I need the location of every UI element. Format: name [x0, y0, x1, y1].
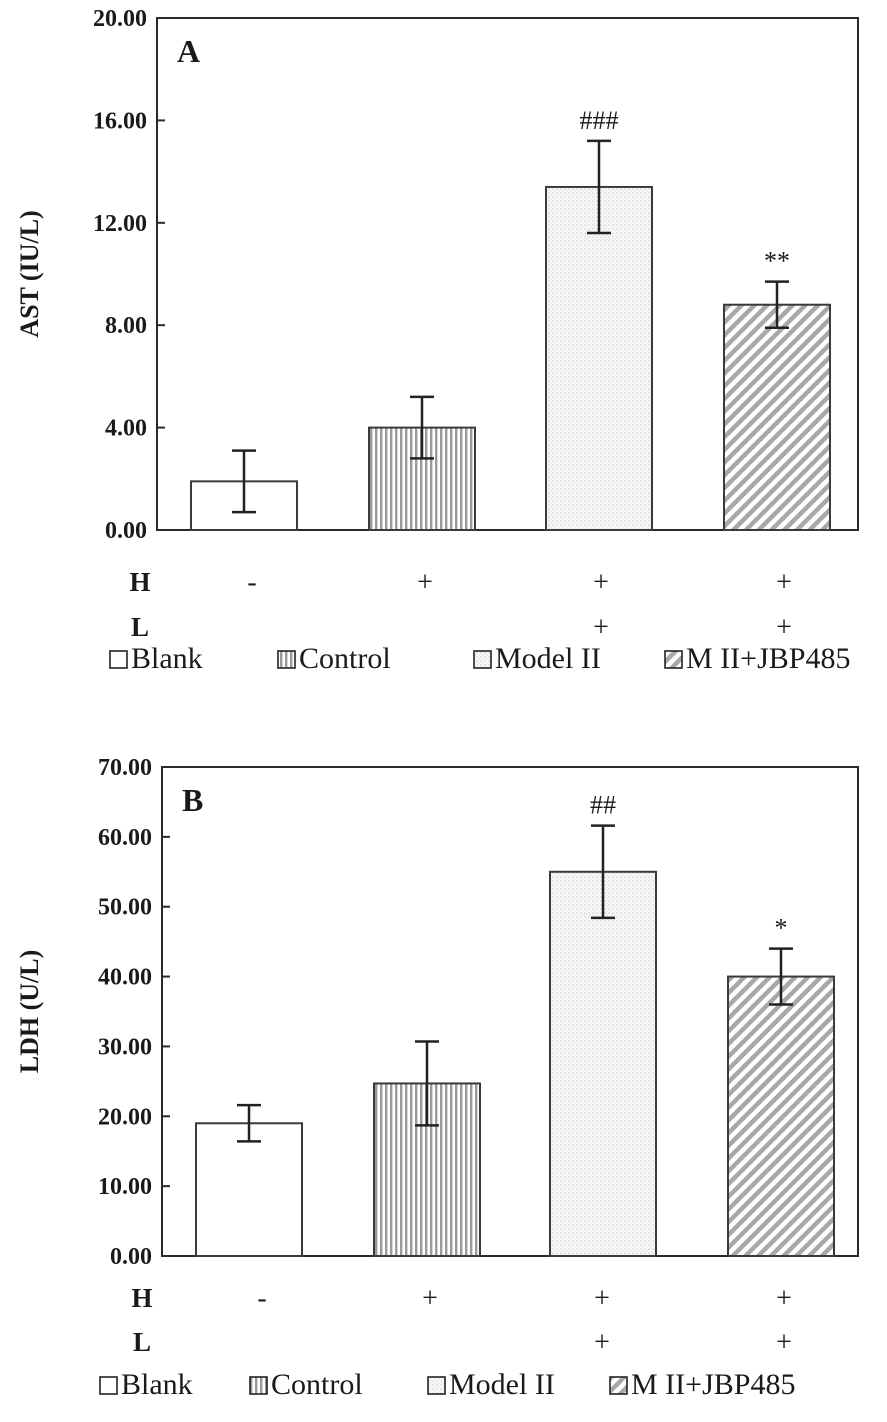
y-tick-label: 20.00 [98, 1104, 152, 1130]
legend-label: M II+JBP485 [686, 642, 850, 675]
y-axis-label: AST (IU/L) [15, 210, 44, 337]
legend-label: Blank [121, 1368, 193, 1401]
row-mark: + [422, 1283, 438, 1314]
y-tick-label: 12.00 [93, 211, 147, 237]
legend-label: M II+JBP485 [631, 1368, 795, 1401]
panel-b: 0.00 10.00 20.00 30.00 40.00 50.00 60.00 70.00 L… [15, 755, 859, 1401]
legend-label: Control [299, 642, 391, 675]
legend-swatch-dots [427, 1376, 446, 1395]
y-tick-label: 0.00 [110, 1244, 152, 1270]
legend-label: Model II [495, 642, 601, 675]
row-mark: + [593, 612, 609, 643]
row-label-L: L [133, 1327, 151, 1357]
y-tick-label: 40.00 [98, 965, 152, 991]
y-tick-label: 8.00 [105, 313, 147, 339]
significance-marker: ## [590, 791, 616, 820]
significance-marker: * [775, 914, 788, 943]
legend-label: Control [271, 1368, 363, 1401]
y-axis-label: LDH (U/L) [15, 950, 44, 1074]
bar-dots [545, 185, 653, 532]
y-tick-label: 4.00 [105, 416, 147, 442]
y-tick-label: 10.00 [98, 1174, 152, 1200]
plot-frame [156, 17, 859, 531]
row-label-L: L [131, 612, 149, 642]
legend-swatch-diagonal [664, 650, 683, 669]
row-mark: - [247, 567, 256, 598]
row-mark: - [257, 1283, 266, 1314]
y-tick-label: 0.00 [105, 518, 147, 544]
y-tick-label: 60.00 [98, 825, 152, 851]
bar-diagonal [723, 303, 831, 531]
legend-swatch-blank [99, 1376, 118, 1395]
row-label-H: H [131, 1283, 152, 1313]
panel-label: A [177, 33, 200, 69]
panel-label: B [182, 782, 203, 818]
row-mark: + [593, 567, 609, 598]
row-mark: + [417, 567, 433, 598]
bar-blank [195, 1122, 303, 1258]
panel-a: 0.00 4.00 8.00 12.00 16.00 20.00 AST (IU/L) A ##… [15, 6, 859, 675]
significance-marker: ### [580, 106, 619, 135]
legend-swatch-vertical [249, 1376, 268, 1395]
plot-frame [161, 766, 859, 1257]
row-mark: + [776, 1283, 792, 1314]
legend-swatch-blank [109, 650, 128, 669]
row-mark: + [776, 612, 792, 643]
y-tick-label: 50.00 [98, 895, 152, 921]
y-tick-label: 70.00 [98, 755, 152, 781]
legend-label: Blank [131, 642, 203, 675]
row-mark: + [776, 1327, 792, 1358]
row-mark: + [776, 567, 792, 598]
row-label-H: H [129, 567, 150, 597]
legend-swatch-dots [473, 650, 492, 669]
significance-marker: ** [764, 247, 790, 276]
bar-dots [549, 870, 657, 1257]
y-tick-label: 16.00 [93, 108, 147, 134]
legend-label: Model II [449, 1368, 555, 1401]
bar-diagonal [727, 975, 835, 1257]
row-mark: + [594, 1283, 610, 1314]
y-tick-label: 30.00 [98, 1034, 152, 1060]
legend-swatch-diagonal [609, 1376, 628, 1395]
row-mark: + [594, 1327, 610, 1358]
y-tick-label: 20.00 [93, 6, 147, 32]
legend-swatch-vertical [277, 650, 296, 669]
